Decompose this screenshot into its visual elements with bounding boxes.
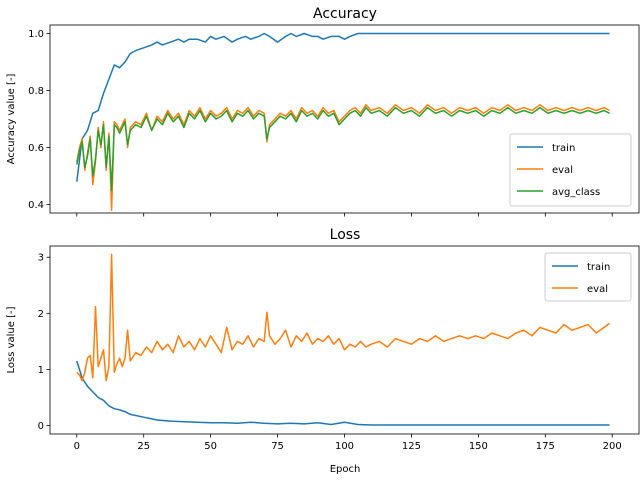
x-tick-label: 125 [402, 441, 421, 452]
acc-legend-box [509, 133, 632, 207]
y-tick-label: 0.6 [28, 143, 44, 154]
loss-y-ticks: 0 1 2 3 [38, 253, 50, 432]
y-tick-label: 1.0 [28, 29, 44, 40]
accuracy-avg-class-line [76, 106, 610, 191]
x-tick-label: 200 [603, 441, 622, 452]
acc-legend-label-train: train [552, 143, 575, 154]
loss-series-lines [76, 253, 610, 426]
x-tick-label: 0 [74, 441, 80, 452]
accuracy-series-lines [76, 32, 610, 211]
loss-legend-label-train: train [587, 262, 610, 273]
y-tick-label: 0 [38, 421, 44, 432]
y-tick-label: 0.4 [28, 200, 44, 211]
x-tick-label: 25 [137, 441, 150, 452]
loss-train-line [76, 360, 610, 426]
loss-y-axis-label: Loss value [-] [6, 306, 17, 373]
x-tick-label: 175 [536, 441, 555, 452]
y-tick-label: 1 [38, 365, 44, 376]
loss-x-ticks: 0 25 50 75 100 125 150 175 200 [74, 434, 622, 452]
loss-legend: train eval [544, 252, 632, 302]
loss-legend-box [544, 252, 632, 302]
accuracy-title: Accuracy [313, 6, 377, 22]
loss-subplot: Loss 0 25 50 75 100 125 150 175 200 0 1 2 3 Epoch L… [6, 227, 640, 475]
x-tick-label: 150 [469, 441, 488, 452]
acc-legend-label-avg-class: avg_class [552, 187, 600, 198]
loss-title: Loss [330, 227, 361, 243]
loss-eval-line [76, 253, 610, 382]
x-tick-label: 75 [271, 441, 284, 452]
y-tick-label: 0.8 [28, 86, 44, 97]
accuracy-subplot: Accuracy 0.4 0.6 0.8 1.0 Accuracy value [-]… [6, 6, 640, 217]
accuracy-eval-line [76, 104, 610, 211]
y-tick-label: 2 [38, 309, 44, 320]
loss-legend-label-eval: eval [587, 284, 608, 295]
y-tick-label: 3 [38, 253, 44, 264]
accuracy-train-line [76, 32, 610, 182]
accuracy-legend: train eval avg_class [509, 133, 632, 207]
x-tick-label: 50 [204, 441, 217, 452]
accuracy-x-ticks [76, 213, 613, 217]
loss-x-axis-label: Epoch [330, 464, 361, 475]
x-tick-label: 100 [335, 441, 354, 452]
accuracy-y-axis-label: Accuracy value [-] [6, 74, 17, 165]
accuracy-y-ticks: 0.4 0.6 0.8 1.0 [28, 29, 50, 211]
acc-legend-label-eval: eval [552, 165, 573, 176]
